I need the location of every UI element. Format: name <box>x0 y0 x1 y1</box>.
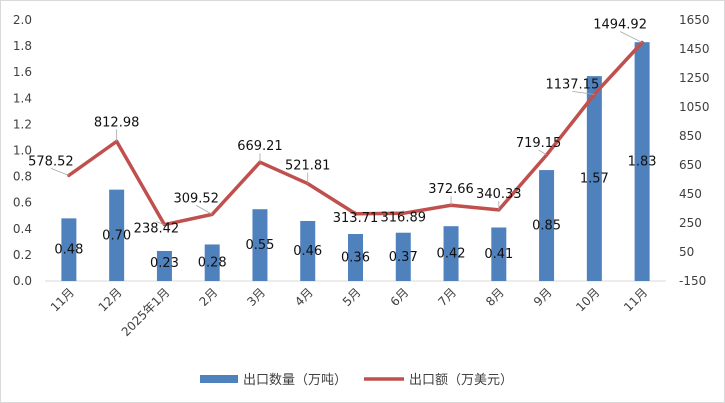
right-tick-label: 1050 <box>679 100 710 114</box>
right-tick-label: 1250 <box>679 71 710 85</box>
category-label: 9月 <box>531 285 555 309</box>
line-value-label: 578.52 <box>28 154 74 169</box>
left-tick-label: 1.6 <box>13 65 32 79</box>
bar-value-label: 0.42 <box>437 247 466 262</box>
bar <box>395 232 411 281</box>
bar-value-label: 0.48 <box>54 243 83 258</box>
category-label: 11月 <box>621 285 650 314</box>
bar-value-label: 0.23 <box>150 256 179 271</box>
category-label: 7月 <box>435 285 459 309</box>
left-tick-label: 0.4 <box>13 222 32 236</box>
bar <box>61 218 77 281</box>
line-value-label: 719.15 <box>516 136 562 151</box>
bar-value-label: 1.57 <box>580 172 609 187</box>
bar <box>109 189 125 281</box>
bar <box>156 250 172 281</box>
right-tick-label: 1450 <box>679 42 710 56</box>
category-label: 2025年1月 <box>119 285 173 339</box>
bar-value-label: 0.46 <box>293 244 322 259</box>
legend-label-line: 出口额（万美元） <box>409 373 513 388</box>
line-value-label: 340.33 <box>476 187 522 202</box>
bar <box>634 42 650 282</box>
line-label-leader <box>50 167 70 176</box>
line-value-label: 309.52 <box>173 191 219 206</box>
bar-value-label: 0.85 <box>532 219 561 234</box>
category-label: 3月 <box>244 285 268 309</box>
right-tick-label: 50 <box>679 245 694 259</box>
category-label: 8月 <box>483 285 507 309</box>
bar <box>204 244 220 281</box>
left-tick-label: 1.2 <box>13 117 32 131</box>
line-value-label: 812.98 <box>94 115 140 130</box>
legend-label-bar: 出口数量（万吨） <box>243 373 347 388</box>
bar-labels: 0.48 0.70 0.23 0.28 0.55 0.46 0.36 0.37 0.42 0.41… <box>54 155 656 271</box>
legend-swatch-bar <box>200 375 238 383</box>
left-axis: 0.0 0.2 0.4 0.6 0.8 1.0 1.2 1.4 1.6 1.8 2.0 <box>13 13 666 288</box>
legend: 出口数量（万吨） 出口额（万美元） <box>200 373 513 388</box>
category-label: 4月 <box>292 285 316 309</box>
right-tick-label: 250 <box>679 216 702 230</box>
bar <box>491 227 507 281</box>
left-tick-label: 2.0 <box>13 13 32 27</box>
bar <box>539 170 555 281</box>
line-label-leader <box>572 90 595 95</box>
line-label-leader <box>538 149 547 156</box>
line-value-label: 238.42 <box>134 222 180 237</box>
bar-value-label: 1.83 <box>628 155 657 170</box>
left-tick-label: 0.0 <box>13 274 32 288</box>
bar-value-label: 0.70 <box>102 228 131 243</box>
line-label-leader <box>195 205 213 215</box>
right-tick-label: -150 <box>679 274 706 288</box>
left-tick-label: 1.8 <box>13 39 32 53</box>
line-label-leader <box>619 31 643 43</box>
category-label: 6月 <box>388 285 412 309</box>
line-series <box>67 40 644 227</box>
left-tick-label: 0.8 <box>13 170 32 184</box>
left-tick-label: 0.6 <box>13 196 32 210</box>
left-tick-label: 0.2 <box>13 248 32 262</box>
right-tick-label: 1650 <box>679 13 710 27</box>
bar-value-label: 0.37 <box>389 250 418 265</box>
line-value-label: 372.66 <box>428 182 474 197</box>
bar-value-label: 0.28 <box>198 256 227 271</box>
line-value-label: 1494.92 <box>593 17 647 32</box>
line-path <box>67 40 644 227</box>
right-tick-label: 850 <box>679 129 702 143</box>
line-value-label: 316.89 <box>381 210 427 225</box>
category-label: 2月 <box>197 285 221 309</box>
bar <box>443 226 459 281</box>
bar <box>348 234 363 281</box>
line-value-label: 521.81 <box>285 159 331 174</box>
left-tick-label: 1.4 <box>13 91 32 105</box>
line-label-leader <box>156 221 165 226</box>
line-value-label: 1137.15 <box>545 77 599 92</box>
category-label: 10月 <box>573 285 602 314</box>
category-label: 5月 <box>340 285 364 309</box>
right-tick-label: 450 <box>679 187 702 201</box>
line-value-label: 313.71 <box>333 211 379 226</box>
bar <box>586 76 602 282</box>
bar-value-label: 0.55 <box>245 238 274 253</box>
bar-value-label: 0.41 <box>484 247 513 262</box>
right-tick-label: 650 <box>679 158 702 172</box>
category-label: 11月 <box>48 285 77 314</box>
bar <box>252 209 268 281</box>
line-value-label: 669.21 <box>237 139 283 154</box>
category-label: 12月 <box>96 285 125 314</box>
bar-series <box>61 42 650 282</box>
right-axis: -150 50 250 450 650 850 1050 1250 1450 1650 <box>679 13 710 288</box>
left-tick-label: 1.0 <box>13 144 32 158</box>
bar-value-label: 0.36 <box>341 251 370 266</box>
bar <box>300 220 316 281</box>
